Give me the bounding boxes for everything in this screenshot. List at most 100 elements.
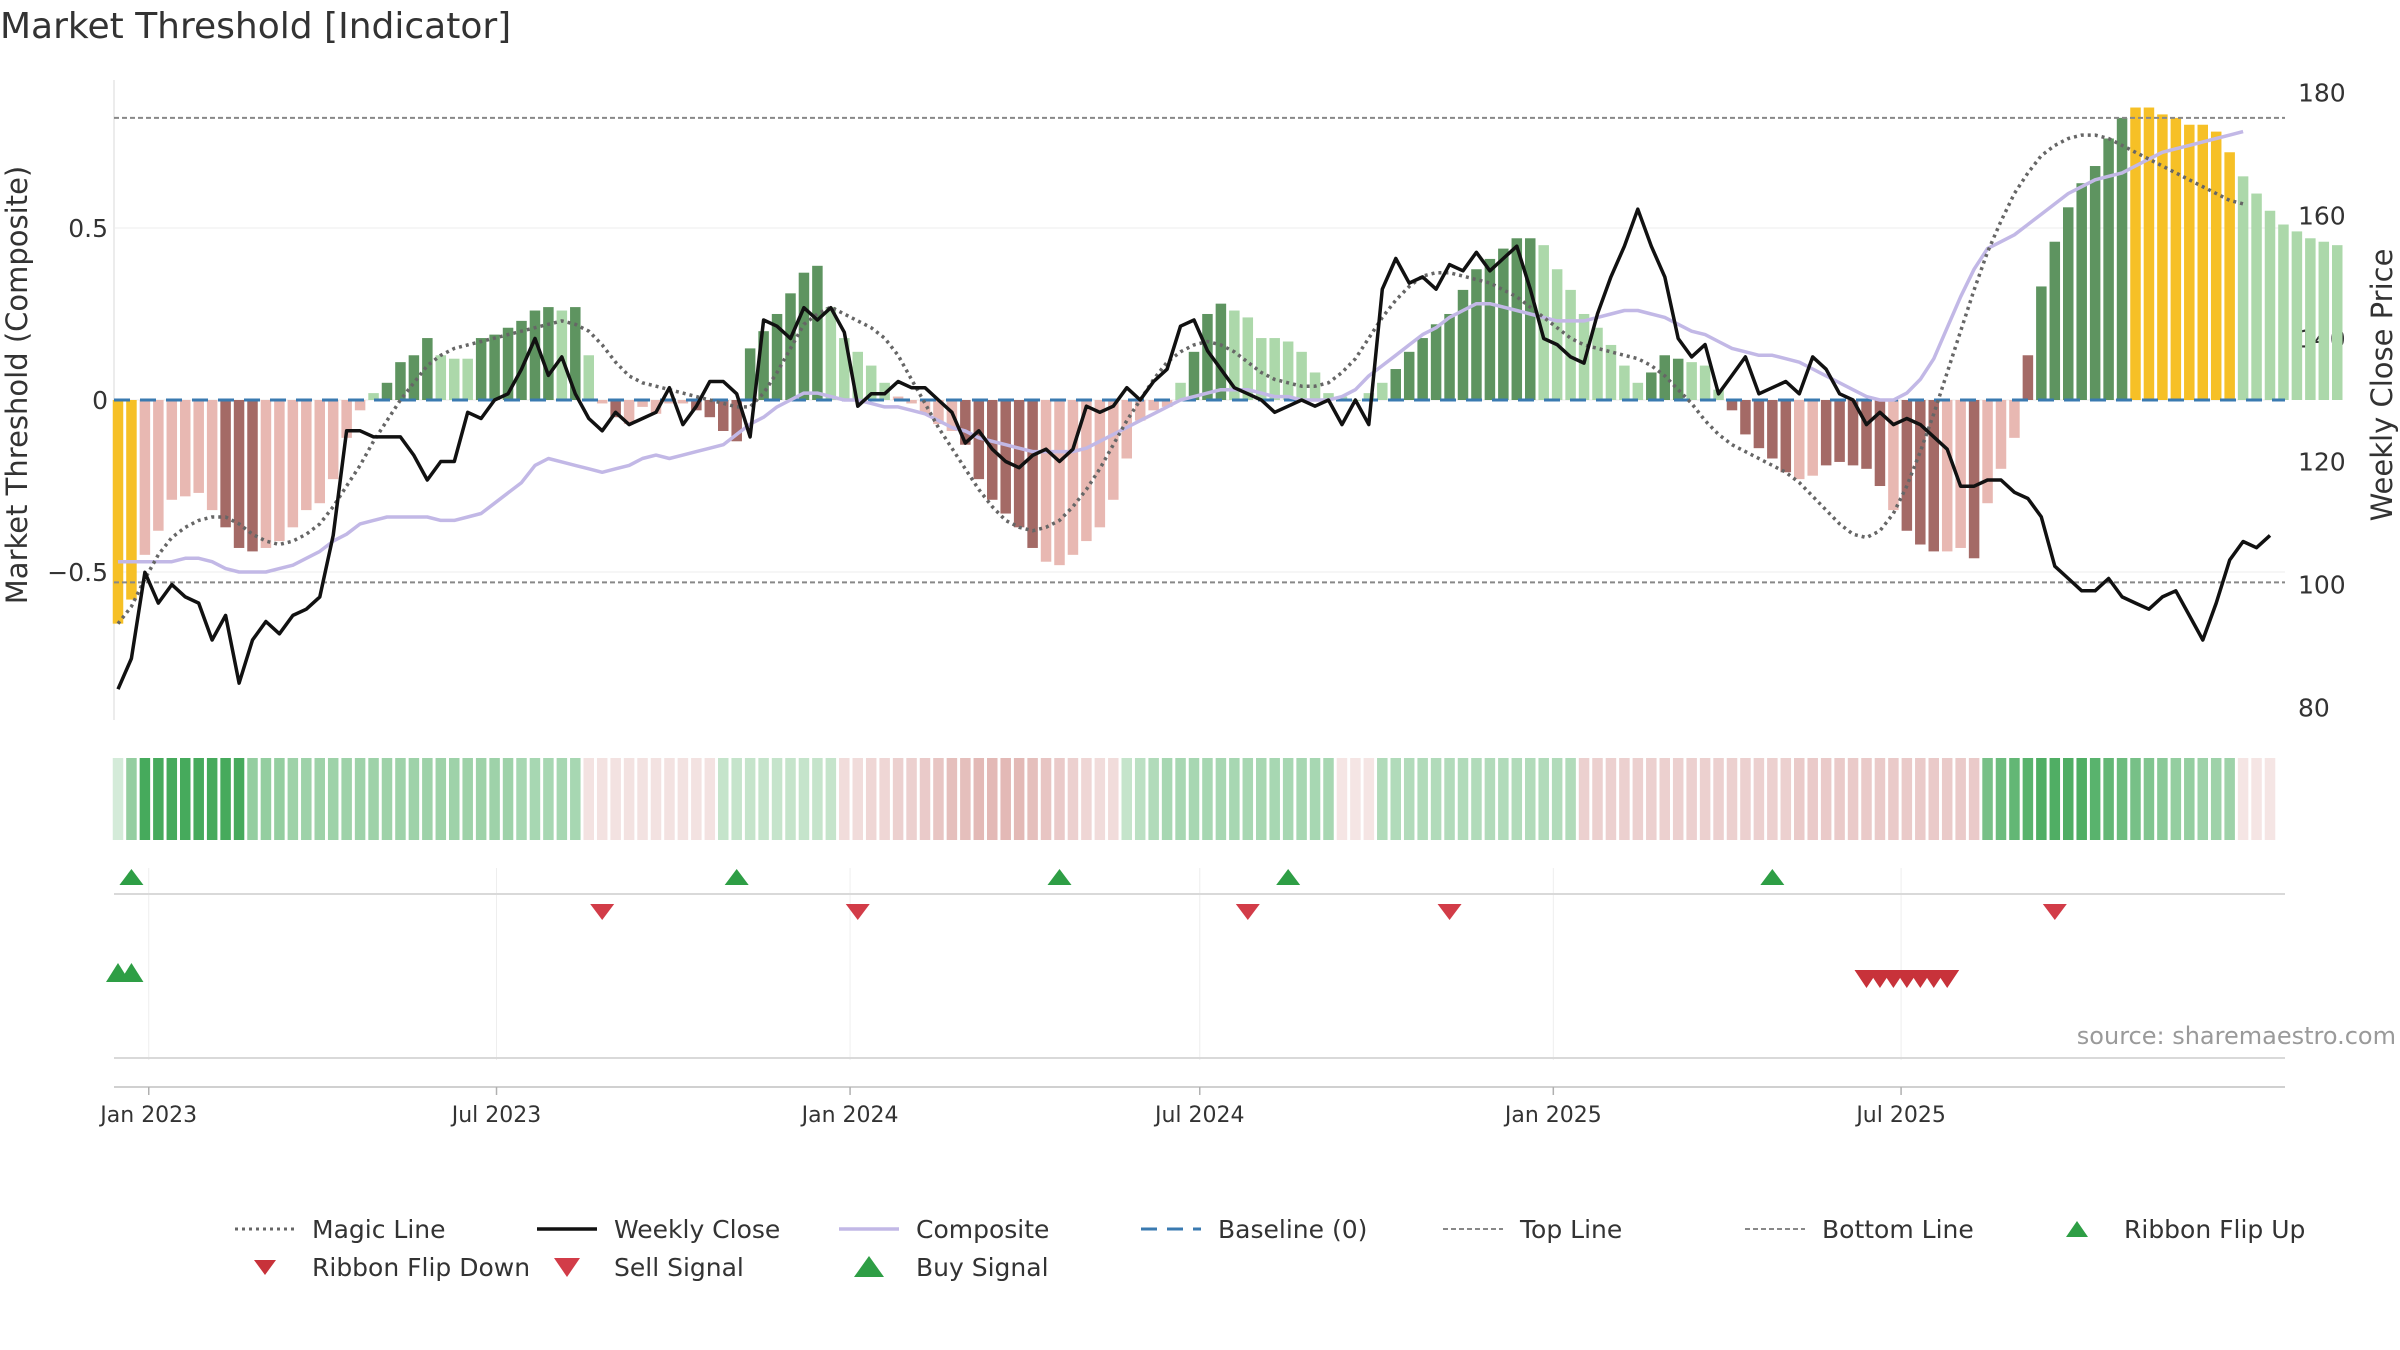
ribbon-cell: [180, 758, 191, 840]
ribbon-cell: [2036, 758, 2047, 840]
magic-line-swatch: [230, 1217, 300, 1241]
composite-bar: [368, 393, 379, 400]
legend-label: Ribbon Flip Down: [312, 1252, 531, 1282]
ribbon-cell: [596, 758, 608, 840]
composite-bar: [449, 358, 460, 400]
ribbon-cell: [1444, 758, 1455, 840]
ribbon-cell: [1538, 758, 1549, 840]
ribbon-cell: [126, 758, 137, 840]
ribbon-cell: [771, 758, 783, 840]
ribbon-cell: [1525, 758, 1536, 840]
composite-bar: [1847, 400, 1859, 466]
composite-bar: [543, 307, 554, 400]
ribbon-cell: [1874, 758, 1886, 840]
ribbon-cell: [287, 758, 299, 840]
right-tick-label: 180: [2298, 78, 2346, 107]
composite-bar: [1955, 400, 1966, 548]
buy-signal-marker: [1276, 869, 1301, 885]
composite-bar: [731, 400, 742, 442]
composite-bar: [2251, 193, 2262, 400]
composite-swatch: [834, 1217, 904, 1241]
legend-label: Weekly Close: [614, 1214, 781, 1244]
ribbon-cell: [1780, 758, 1792, 840]
composite-bar: [1780, 400, 1792, 473]
ribbon-cell: [529, 758, 541, 840]
buy-signal-marker: [1760, 869, 1785, 885]
ribbon-cell: [233, 758, 245, 840]
ribbon-cell: [1121, 758, 1132, 840]
ribbon-cell: [1767, 758, 1778, 840]
ribbon-cell: [2103, 758, 2114, 840]
ribbon-cell: [112, 758, 124, 840]
legend-label: Baseline (0): [1218, 1214, 1368, 1244]
triangle-down-icon: [230, 1255, 300, 1279]
legend-label: Magic Line: [312, 1214, 446, 1244]
ribbon-cell: [2251, 758, 2262, 840]
ribbon-cell: [812, 758, 823, 840]
ribbon-flip-down-marker: [1935, 970, 1960, 988]
legend-item-ribbon-flip-up: Ribbon Flip Up: [2042, 1215, 2344, 1244]
ribbon-cell: [691, 758, 702, 840]
ribbon-cell: [1646, 758, 1657, 840]
composite-bar: [139, 400, 151, 555]
composite-bar: [1968, 400, 1980, 559]
baseline-swatch: [1136, 1217, 1206, 1241]
composite-bar: [516, 320, 527, 400]
composite-bar: [1161, 400, 1173, 407]
composite-bar: [529, 310, 541, 400]
composite-bar: [744, 348, 756, 400]
composite-bar: [1363, 393, 1375, 400]
ribbon-cell: [1982, 758, 1993, 840]
composite-bar: [1901, 400, 1913, 531]
composite-bar: [758, 331, 769, 400]
ribbon-cell: [422, 758, 433, 840]
composite-bar: [1484, 258, 1496, 400]
right-tick-label: 120: [2298, 448, 2346, 477]
ribbon-cell: [2143, 758, 2155, 840]
composite-bar: [1242, 317, 1254, 400]
ribbon-cell: [1296, 758, 1307, 840]
ribbon-cell: [1726, 758, 1738, 840]
composite-bar: [919, 400, 931, 414]
composite-bar: [637, 400, 648, 407]
buy-signal-marker: [119, 869, 144, 885]
composite-bar: [1525, 238, 1536, 400]
composite-bar: [1538, 245, 1549, 400]
ribbon-cell: [516, 758, 527, 840]
ribbon-cell: [731, 758, 742, 840]
x-tick-label: Jul 2025: [1854, 1103, 1946, 1128]
x-tick-label: Jan 2024: [800, 1103, 899, 1128]
ribbon-cell: [2237, 758, 2249, 840]
ribbon-cell: [1686, 758, 1697, 840]
ribbon-cell: [1847, 758, 1859, 840]
composite-bar: [1094, 400, 1106, 528]
composite-bar: [1928, 400, 1939, 552]
composite-bar: [852, 351, 863, 400]
ribbon-cell: [583, 758, 594, 840]
composite-bar: [1874, 400, 1886, 487]
ribbon-cell: [2157, 758, 2168, 840]
buy-signal-marker: [1047, 869, 1072, 885]
ribbon-cell: [1309, 758, 1321, 840]
composite-bar: [1296, 351, 1307, 400]
composite-bar: [1108, 400, 1119, 500]
ribbon-cell: [1861, 758, 1872, 840]
composite-bar: [2237, 176, 2249, 400]
composite-bar: [1403, 351, 1415, 400]
ribbon-cell: [758, 758, 769, 840]
ribbon-cell: [462, 758, 473, 840]
composite-bar: [570, 307, 581, 400]
composite-bar: [1861, 400, 1872, 469]
composite-bar: [1834, 400, 1845, 462]
composite-bar: [354, 400, 366, 411]
legend-item-bottom-line: Bottom Line: [1740, 1215, 2042, 1244]
composite-bar: [1740, 400, 1751, 435]
sell-signal-marker: [845, 904, 870, 920]
ribbon-cell: [1430, 758, 1442, 840]
ribbon-cell: [314, 758, 325, 840]
ribbon-cell: [2063, 758, 2074, 840]
ribbon-flip-up-marker: [119, 963, 144, 982]
ribbon-cell: [1592, 758, 1603, 840]
ribbon-cell: [650, 758, 662, 840]
